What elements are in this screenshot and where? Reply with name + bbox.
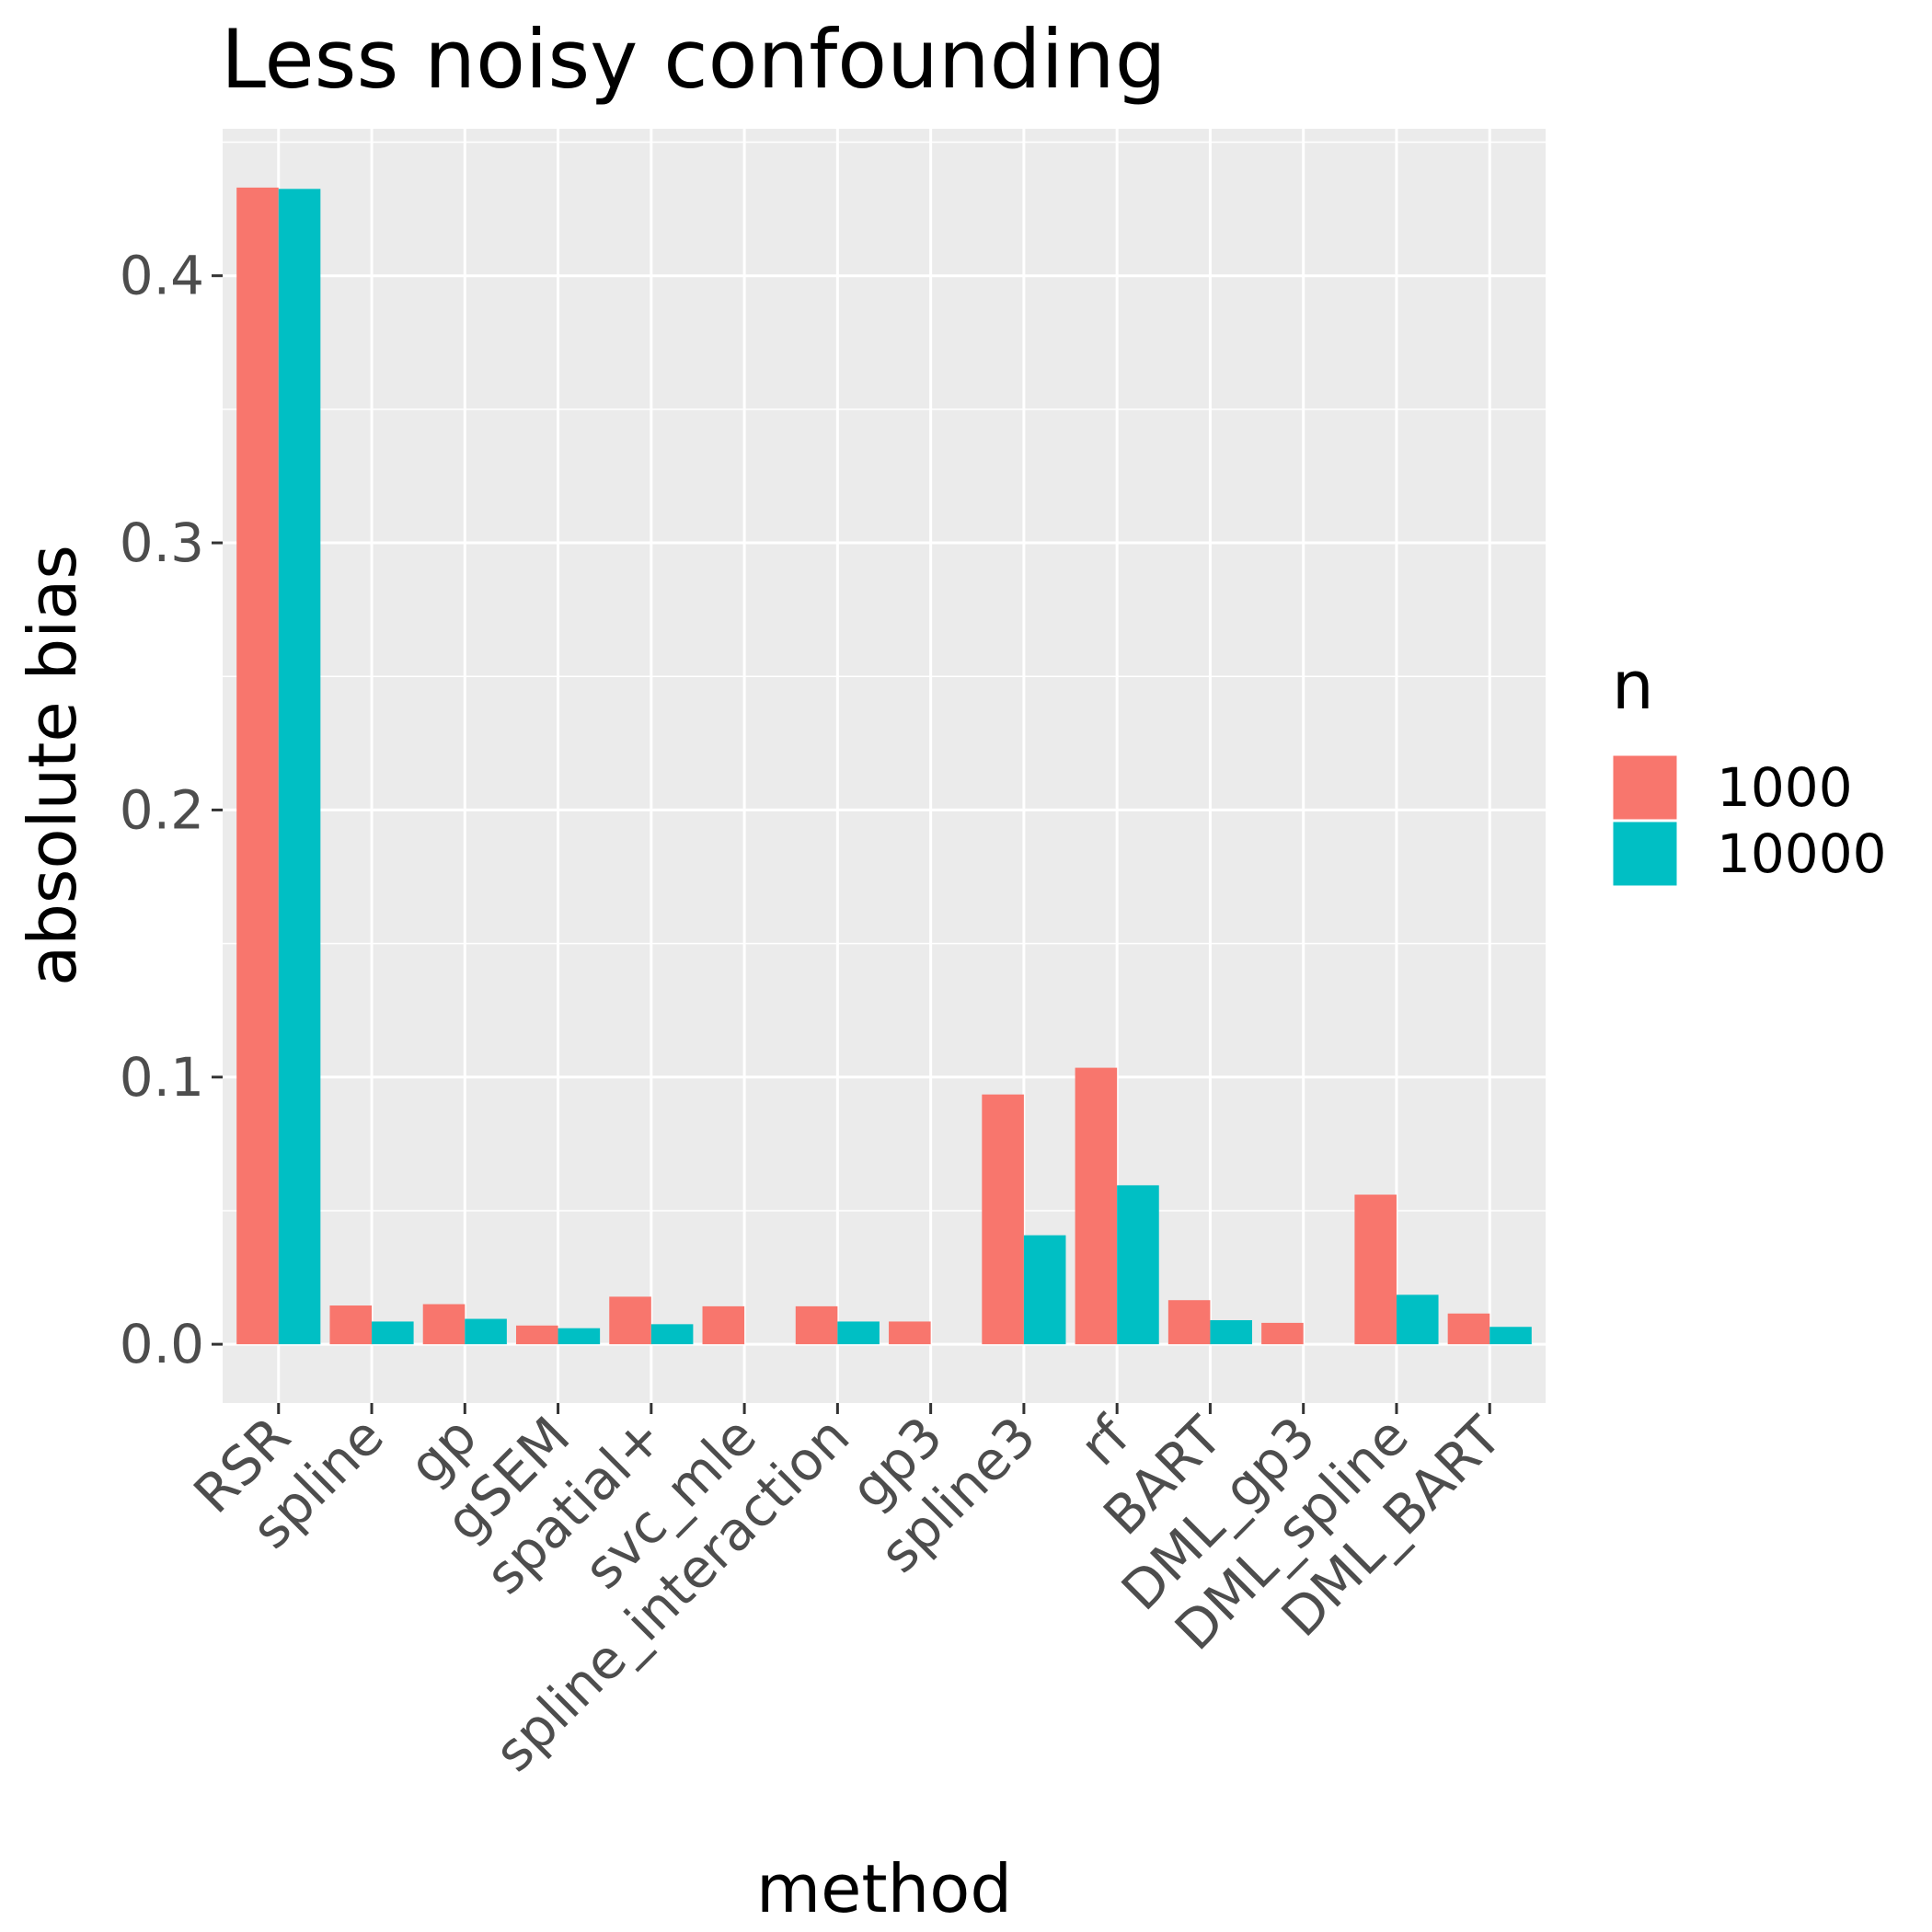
y-axis: 0.0 0.1 0.2 0.3 0.4: [120, 245, 223, 1375]
y-tick-label: 0.2: [120, 778, 204, 841]
bar-BART-10000: [1210, 1319, 1253, 1345]
y-tick-label: 0.1: [120, 1046, 204, 1109]
legend-title: n: [1612, 647, 1654, 724]
bar-spline_interaction-1000: [795, 1305, 838, 1345]
bar-spatial+-10000: [650, 1324, 694, 1345]
bar-rf-1000: [1075, 1067, 1118, 1345]
bar-DML_BART-10000: [1489, 1327, 1532, 1345]
bar-gSEM-10000: [558, 1328, 601, 1345]
bar-RSR-10000: [278, 189, 321, 1345]
bar-rf-10000: [1117, 1185, 1159, 1345]
x-axis-title: method: [756, 1850, 1012, 1927]
bar-gp-1000: [422, 1304, 466, 1345]
y-tick-label: 0.4: [120, 245, 204, 307]
bars: [236, 187, 1532, 1345]
bar-spline3-1000: [982, 1094, 1024, 1345]
y-tick-label: 0.0: [120, 1313, 204, 1375]
bar-gSEM-1000: [515, 1325, 558, 1345]
bar-spatial+-1000: [609, 1296, 651, 1345]
legend-key-1000: [1610, 753, 1680, 822]
bar-spline_interaction-10000: [837, 1321, 880, 1345]
minor-gridlines: [223, 141, 1546, 1212]
legend-key-10000: [1610, 819, 1680, 889]
bar-DML_BART-1000: [1447, 1313, 1490, 1345]
bar-gp3-1000: [889, 1321, 931, 1345]
bar-DML_spline-1000: [1354, 1194, 1397, 1345]
bar-DML_spline-10000: [1396, 1294, 1439, 1345]
bar-RSR-1000: [236, 187, 279, 1345]
y-axis-title: absolute bias: [14, 545, 91, 986]
bar-DML_gp3-1000: [1261, 1322, 1304, 1345]
chart-title: Less noisy confounding: [221, 12, 1167, 107]
bar-spline3-10000: [1023, 1235, 1066, 1345]
y-tick-label: 0.3: [120, 512, 204, 574]
plot-panel: [223, 129, 1546, 1403]
bar-gp-10000: [465, 1318, 507, 1345]
legend-label: 1000: [1717, 756, 1853, 819]
bar-svc_mle-1000: [702, 1305, 745, 1345]
bar-spline-1000: [329, 1305, 373, 1345]
bar-spline-10000: [372, 1321, 414, 1345]
bar-BART-1000: [1167, 1300, 1211, 1345]
legend-label: 10000: [1717, 822, 1887, 885]
